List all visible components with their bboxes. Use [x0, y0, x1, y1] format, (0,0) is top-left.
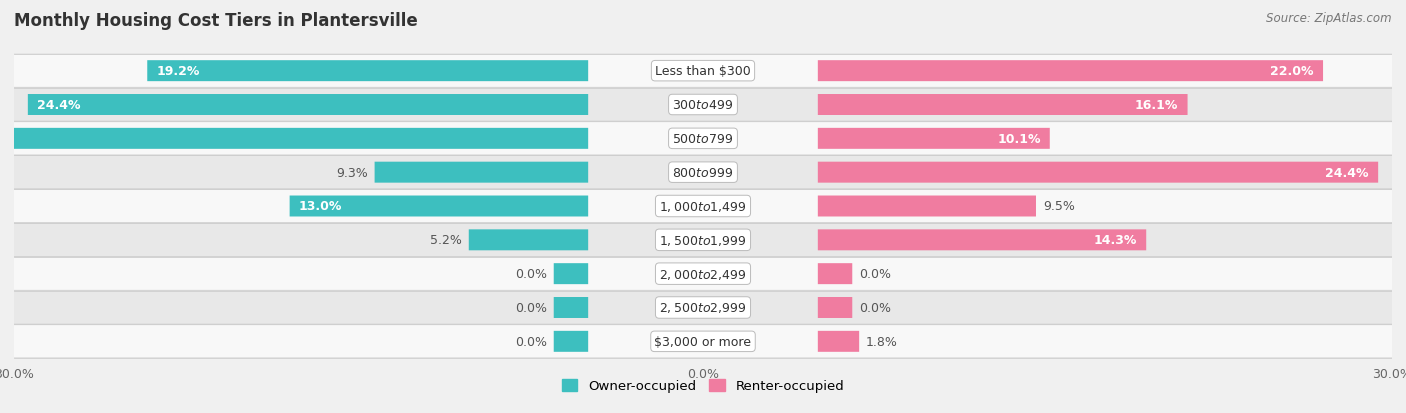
FancyBboxPatch shape: [818, 61, 1323, 82]
Text: Source: ZipAtlas.com: Source: ZipAtlas.com: [1267, 12, 1392, 25]
FancyBboxPatch shape: [818, 297, 852, 318]
FancyBboxPatch shape: [13, 156, 1393, 189]
Text: 0.0%: 0.0%: [515, 268, 547, 280]
FancyBboxPatch shape: [468, 230, 588, 251]
FancyBboxPatch shape: [13, 190, 1393, 223]
FancyBboxPatch shape: [818, 230, 1146, 251]
Text: $2,500 to $2,999: $2,500 to $2,999: [659, 301, 747, 315]
FancyBboxPatch shape: [13, 89, 1393, 122]
FancyBboxPatch shape: [28, 95, 588, 116]
FancyBboxPatch shape: [818, 162, 1378, 183]
FancyBboxPatch shape: [290, 196, 588, 217]
Text: Less than $300: Less than $300: [655, 65, 751, 78]
Text: 0.0%: 0.0%: [859, 268, 891, 280]
Legend: Owner-occupied, Renter-occupied: Owner-occupied, Renter-occupied: [557, 374, 849, 398]
Text: 0.0%: 0.0%: [859, 301, 891, 314]
FancyBboxPatch shape: [554, 331, 588, 352]
FancyBboxPatch shape: [13, 224, 1393, 257]
FancyBboxPatch shape: [374, 162, 588, 183]
FancyBboxPatch shape: [13, 55, 1393, 88]
FancyBboxPatch shape: [818, 263, 852, 285]
FancyBboxPatch shape: [0, 128, 588, 150]
Text: $1,000 to $1,499: $1,000 to $1,499: [659, 199, 747, 214]
FancyBboxPatch shape: [554, 297, 588, 318]
FancyBboxPatch shape: [13, 325, 1393, 358]
Text: 1.8%: 1.8%: [866, 335, 898, 348]
Text: 22.0%: 22.0%: [1271, 65, 1313, 78]
FancyBboxPatch shape: [818, 128, 1050, 150]
Text: 13.0%: 13.0%: [299, 200, 342, 213]
FancyBboxPatch shape: [13, 257, 1393, 290]
Text: 16.1%: 16.1%: [1135, 99, 1178, 112]
Text: 24.4%: 24.4%: [1326, 166, 1369, 179]
Text: $500 to $799: $500 to $799: [672, 133, 734, 145]
Text: 0.0%: 0.0%: [515, 335, 547, 348]
Text: 19.2%: 19.2%: [156, 65, 200, 78]
Text: 14.3%: 14.3%: [1094, 234, 1137, 247]
Text: $3,000 or more: $3,000 or more: [655, 335, 751, 348]
Text: 0.0%: 0.0%: [515, 301, 547, 314]
FancyBboxPatch shape: [818, 196, 1036, 217]
Text: 9.3%: 9.3%: [336, 166, 368, 179]
FancyBboxPatch shape: [818, 331, 859, 352]
Text: 5.2%: 5.2%: [430, 234, 461, 247]
FancyBboxPatch shape: [13, 291, 1393, 324]
Text: $1,500 to $1,999: $1,500 to $1,999: [659, 233, 747, 247]
FancyBboxPatch shape: [818, 95, 1188, 116]
Text: Monthly Housing Cost Tiers in Plantersville: Monthly Housing Cost Tiers in Plantersvi…: [14, 12, 418, 30]
Text: 9.5%: 9.5%: [1043, 200, 1074, 213]
Text: 24.4%: 24.4%: [37, 99, 80, 112]
Text: $300 to $499: $300 to $499: [672, 99, 734, 112]
FancyBboxPatch shape: [148, 61, 588, 82]
FancyBboxPatch shape: [13, 123, 1393, 156]
FancyBboxPatch shape: [554, 263, 588, 285]
Text: $2,000 to $2,499: $2,000 to $2,499: [659, 267, 747, 281]
Text: $800 to $999: $800 to $999: [672, 166, 734, 179]
Text: 10.1%: 10.1%: [997, 133, 1040, 145]
